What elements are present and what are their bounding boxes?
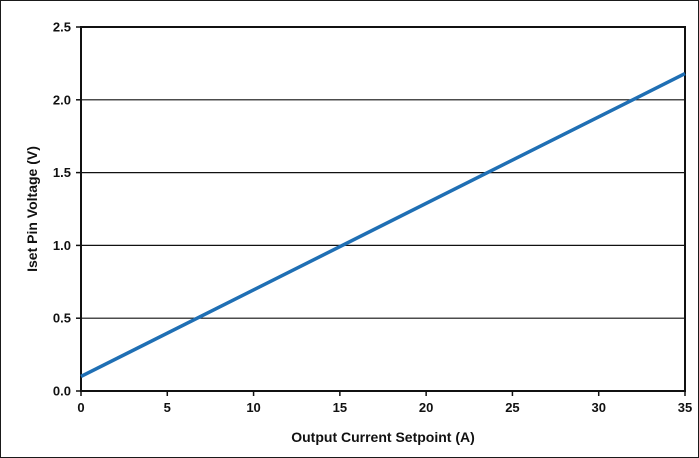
x-tick-label: 10 <box>246 400 260 415</box>
x-axis-ticks: 0 5 10 15 20 25 30 35 <box>77 391 692 415</box>
x-tick-label: 15 <box>333 400 347 415</box>
y-axis-ticks: 0.0 0.5 1.0 1.5 2.0 2.5 <box>53 20 81 399</box>
x-tick-label: 30 <box>591 400 605 415</box>
x-tick-label: 35 <box>678 400 692 415</box>
y-tick-label: 0.5 <box>53 311 71 326</box>
x-axis-title: Output Current Setpoint (A) <box>291 429 475 445</box>
y-tick-label: 1.5 <box>53 165 71 180</box>
series-layer <box>80 72 686 379</box>
y-tick-label: 2.0 <box>53 92 71 107</box>
y-axis-title: Iset Pin Voltage (V) <box>24 146 40 272</box>
gridlines <box>81 99 685 319</box>
y-tick-label: 2.5 <box>53 20 71 35</box>
x-tick-label: 25 <box>505 400 519 415</box>
y-tick-label: 0.0 <box>53 384 71 399</box>
series-line <box>80 72 686 379</box>
plot-area <box>80 26 686 392</box>
x-tick-label: 20 <box>419 400 433 415</box>
y-tick-label: 1.0 <box>53 238 71 253</box>
x-tick-label: 0 <box>77 400 84 415</box>
x-tick-label: 5 <box>164 400 171 415</box>
